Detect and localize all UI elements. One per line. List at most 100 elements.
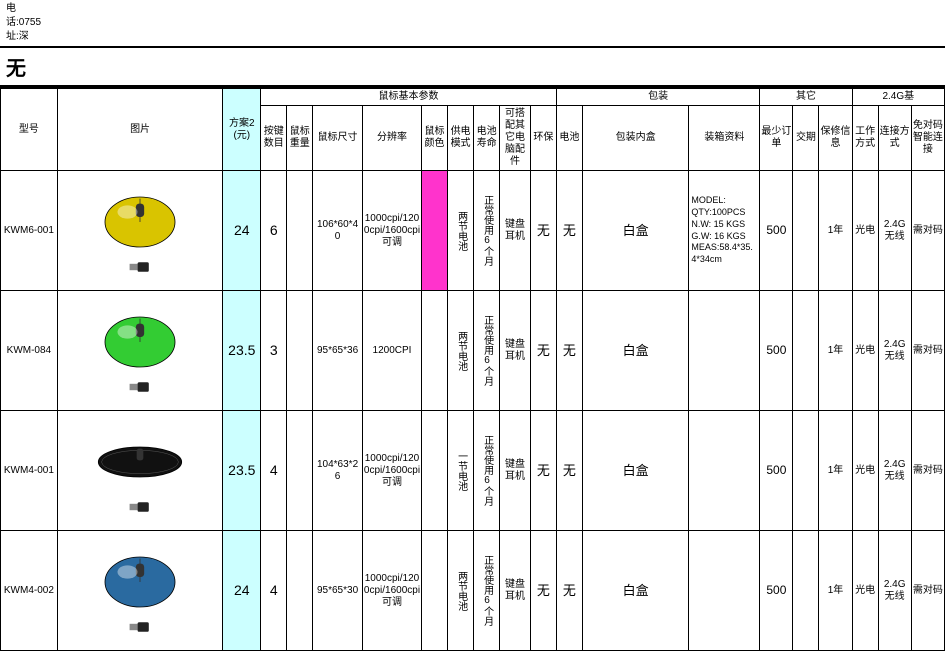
cell-power: 两节电池 <box>448 171 474 291</box>
col-dpi: 分辨率 <box>362 106 421 171</box>
cell-inner: 白盒 <box>582 171 688 291</box>
cell-warranty: 1年 <box>819 411 852 531</box>
cell-keys: 4 <box>261 531 287 651</box>
col-plan2: 方案2(元) <box>223 89 261 171</box>
cell-env: 无 <box>530 291 556 411</box>
cell-plan2: 23.5 <box>223 291 261 411</box>
col-accessories: 可搭配其它电脑配件 <box>500 106 531 171</box>
group-wireless: 2.4G基 <box>852 89 944 106</box>
cell-image <box>57 171 223 291</box>
cell-work: 光电 <box>852 411 878 531</box>
group-other: 其它 <box>760 89 852 106</box>
cell-acc: 键盘耳机 <box>500 411 531 531</box>
col-warranty: 保修信息 <box>819 106 852 171</box>
col-battery: 电池 <box>556 106 582 171</box>
group-packaging: 包装 <box>556 89 759 106</box>
cell-conn: 2.4G无线 <box>878 531 911 651</box>
cell-life: 正常使用6个月 <box>474 531 500 651</box>
col-color: 鼠标颜色 <box>422 106 448 171</box>
col-power: 供电模式 <box>448 106 474 171</box>
header-line2: 话:0755 <box>6 16 939 30</box>
cell-power: 一节电池 <box>448 411 474 531</box>
col-carton: 装箱资料 <box>689 106 760 171</box>
cell-conn: 2.4G无线 <box>878 291 911 411</box>
cell-inner: 白盒 <box>582 411 688 531</box>
cell-warranty: 1年 <box>819 291 852 411</box>
cell-moq: 500 <box>760 171 793 291</box>
cell-acc: 键盘耳机 <box>500 531 531 651</box>
col-weight: 鼠标重量 <box>287 106 313 171</box>
header-info: 电 话:0755 址:深 <box>0 0 945 48</box>
cell-warranty: 1年 <box>819 531 852 651</box>
cell-env: 无 <box>530 531 556 651</box>
cell-dpi: 1000cpi/1200cpi/1600cpi可调 <box>362 411 421 531</box>
cell-carton <box>689 291 760 411</box>
cell-lead <box>793 411 819 531</box>
cell-inner: 白盒 <box>582 291 688 411</box>
cell-weight <box>287 531 313 651</box>
cell-acc: 键盘耳机 <box>500 291 531 411</box>
cell-life: 正常使用6个月 <box>474 171 500 291</box>
cell-size: 95*65*30 <box>313 531 363 651</box>
cell-battery: 无 <box>556 411 582 531</box>
cell-color <box>422 411 448 531</box>
cell-keys: 4 <box>261 411 287 531</box>
cell-size: 104*63*26 <box>313 411 363 531</box>
cell-work: 光电 <box>852 171 878 291</box>
col-connect: 连接方式 <box>878 106 911 171</box>
cell-model: KWM6-001 <box>1 171 58 291</box>
cell-plan2: 24 <box>223 531 261 651</box>
cell-dpi: 1000cpi/1200cpi/1600cpi可调 <box>362 171 421 291</box>
cell-plan2: 23.5 <box>223 411 261 531</box>
cell-color <box>422 171 448 291</box>
cell-dpi: 1000cpi/1200cpi/1600cpi可调 <box>362 531 421 651</box>
cell-warranty: 1年 <box>819 171 852 291</box>
cell-lead <box>793 171 819 291</box>
cell-moq: 500 <box>760 531 793 651</box>
cell-carton: MODEL: QTY:100PCS N.W: 15 KGS G.W: 16 KG… <box>689 171 760 291</box>
col-leadtime: 交期 <box>793 106 819 171</box>
col-battery-life: 电池寿命 <box>474 106 500 171</box>
cell-life: 正常使用6个月 <box>474 411 500 531</box>
cell-keys: 6 <box>261 171 287 291</box>
page-title: 无 <box>0 48 945 88</box>
col-env: 环保 <box>530 106 556 171</box>
cell-smart: 需对码 <box>911 171 944 291</box>
cell-env: 无 <box>530 171 556 291</box>
cell-color <box>422 291 448 411</box>
table-row: KWM4-001 23.54 104*63*261000cpi/1200cpi/1… <box>1 411 945 531</box>
cell-env: 无 <box>530 411 556 531</box>
cell-keys: 3 <box>261 291 287 411</box>
cell-moq: 500 <box>760 291 793 411</box>
cell-lead <box>793 291 819 411</box>
cell-weight <box>287 171 313 291</box>
col-keys: 按键数目 <box>261 106 287 171</box>
cell-color <box>422 531 448 651</box>
cell-conn: 2.4G无线 <box>878 171 911 291</box>
cell-image <box>57 411 223 531</box>
cell-size: 106*60*40 <box>313 171 363 291</box>
cell-image <box>57 531 223 651</box>
table-row: KWM4-002 244 95*65*301000cpi/1200cpi/1600… <box>1 531 945 651</box>
cell-model: KWM-084 <box>1 291 58 411</box>
cell-inner: 白盒 <box>582 531 688 651</box>
cell-carton <box>689 411 760 531</box>
cell-battery: 无 <box>556 291 582 411</box>
cell-plan2: 24 <box>223 171 261 291</box>
cell-conn: 2.4G无线 <box>878 411 911 531</box>
cell-work: 光电 <box>852 291 878 411</box>
cell-model: KWM4-001 <box>1 411 58 531</box>
cell-lead <box>793 531 819 651</box>
col-smart: 免对码智能连接 <box>911 106 944 171</box>
col-inner-box: 包装内盒 <box>582 106 688 171</box>
cell-work: 光电 <box>852 531 878 651</box>
cell-battery: 无 <box>556 171 582 291</box>
col-model: 型号 <box>1 89 58 171</box>
cell-model: KWM4-002 <box>1 531 58 651</box>
col-size: 鼠标尺寸 <box>313 106 363 171</box>
header-line3: 址:深 <box>6 30 939 44</box>
col-work-mode: 工作方式 <box>852 106 878 171</box>
cell-smart: 需对码 <box>911 411 944 531</box>
cell-power: 两节电池 <box>448 531 474 651</box>
cell-size: 95*65*36 <box>313 291 363 411</box>
